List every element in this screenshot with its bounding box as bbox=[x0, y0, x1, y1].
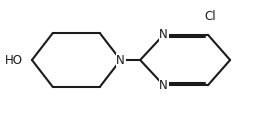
Text: Cl: Cl bbox=[205, 10, 216, 23]
Text: HO: HO bbox=[5, 54, 23, 66]
Text: N: N bbox=[116, 54, 125, 66]
Text: N: N bbox=[159, 28, 168, 41]
Text: N: N bbox=[159, 79, 168, 92]
